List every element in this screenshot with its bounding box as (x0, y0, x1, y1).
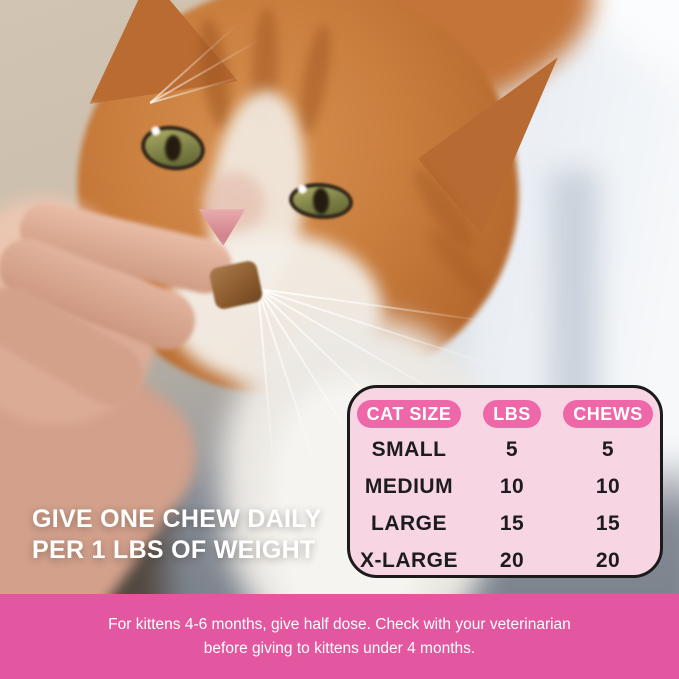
footer-line-2: before giving to kittens under 4 months. (203, 640, 476, 657)
cell-lbs: 10 (499, 474, 525, 498)
table-row-large: LARGE 15 15 (350, 505, 660, 542)
cell-lbs: 5 (505, 437, 519, 461)
cell-chews: 5 (601, 437, 615, 461)
header-lbs: LBS (483, 400, 541, 428)
cell-size: SMALL (371, 437, 447, 461)
header-chews: CHEWS (563, 400, 653, 428)
dosage-headline: GIVE ONE CHEW DAILY PER 1 LBS OF WEIGHT (32, 504, 322, 566)
cell-lbs: 20 (499, 548, 525, 572)
dosage-table: CAT SIZE LBS CHEWS SMALL 5 5 MEDIUM 10 1… (347, 385, 663, 578)
cell-size: MEDIUM (364, 474, 454, 498)
cell-chews: 10 (595, 474, 621, 498)
footer-note: For kittens 4-6 months, give half dose. … (0, 594, 679, 679)
headline-line-1: GIVE ONE CHEW DAILY (32, 505, 322, 533)
cell-chews: 20 (595, 548, 621, 572)
header-cat-size: CAT SIZE (356, 400, 462, 428)
cell-chews: 15 (595, 511, 621, 535)
table-row-medium: MEDIUM 10 10 (350, 468, 660, 505)
cell-lbs: 15 (499, 511, 525, 535)
table-row-small: SMALL 5 5 (350, 431, 660, 468)
cell-size: LARGE (371, 511, 447, 535)
headline-line-2: PER 1 LBS OF WEIGHT (32, 536, 316, 564)
footer-line-1: For kittens 4-6 months, give half dose. … (108, 616, 571, 633)
table-row-xlarge: X-LARGE 20 20 (350, 542, 660, 575)
table-header-row: CAT SIZE LBS CHEWS (350, 397, 660, 431)
cell-size: X-LARGE (360, 548, 458, 572)
